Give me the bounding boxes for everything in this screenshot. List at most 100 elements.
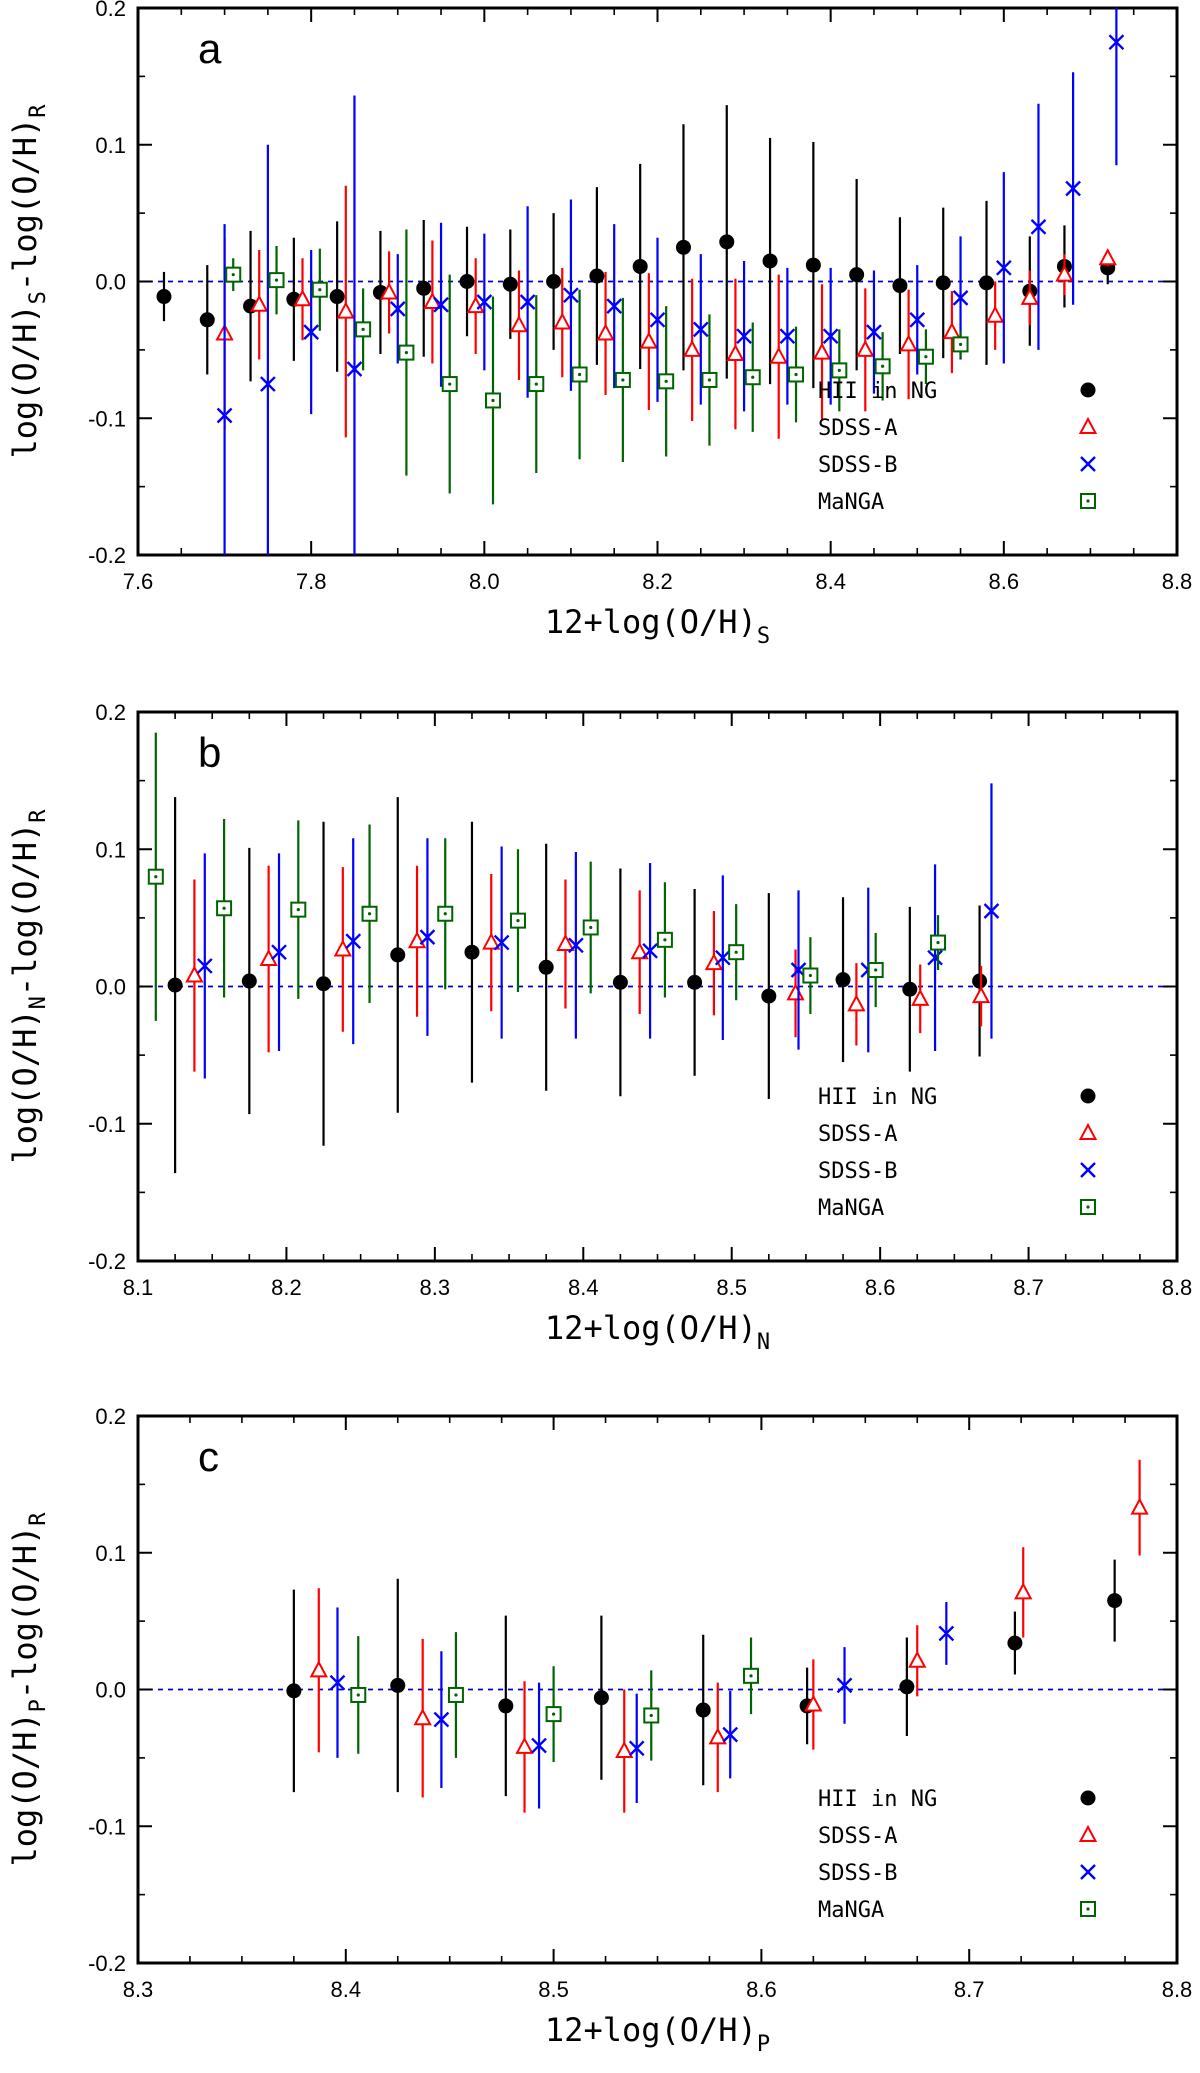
data-point-sdss-b	[563, 287, 579, 304]
x-tick-label: 8.7	[1013, 1275, 1044, 1300]
legend-label-manga: MaNGA	[818, 1196, 884, 1221]
series-sdss-a	[309, 1459, 1149, 1813]
data-point-sdss-a	[509, 315, 529, 333]
y-tick-label: 0.0	[95, 270, 126, 295]
data-point-sdss-b	[909, 311, 926, 328]
data-point-sdss-b	[736, 328, 752, 345]
data-point-sdss-b	[303, 324, 320, 340]
y-axis-label-sub: R	[26, 1512, 51, 1526]
data-point-hii-in-ng	[329, 289, 345, 305]
data-point-manga-dot	[443, 912, 447, 916]
panel-a: 7.6 7.8 8.0 8.2 8.4 8.6 8.8 -0.2 -0.1 0.0 0.1 0.2 a 1…	[6, 0, 1192, 649]
x-tick-label: 8.2	[271, 1275, 302, 1300]
data-point-sdss-a	[1014, 1582, 1033, 1600]
data-point-sdss-b	[476, 294, 493, 310]
y-axis-label-part: -log(O/H)	[6, 1526, 44, 1699]
data-point-sdss-b	[433, 1711, 450, 1728]
data-layer	[147, 732, 1000, 1174]
data-point-hii-in-ng	[849, 267, 865, 283]
y-axis-label: log(O/H)S-log(O/H)R	[6, 104, 51, 459]
x-tick-label: 8.5	[538, 1977, 569, 2002]
data-point-sdss-a	[1055, 264, 1074, 282]
data-point-hii-in-ng	[593, 1690, 609, 1706]
legend-marker-sdss-a	[1078, 416, 1098, 434]
series-manga	[147, 732, 947, 1021]
x-axis-label-sub: S	[757, 624, 770, 649]
legend-marker-manga-dot	[1086, 1205, 1090, 1209]
data-point-manga-dot	[154, 875, 158, 879]
data-point-hii-in-ng	[546, 274, 562, 289]
y-axis-label-part: -log(O/H)	[6, 118, 44, 291]
x-tick-label: 8.8	[1162, 569, 1193, 594]
data-point-sdss-a	[682, 339, 702, 357]
data-point-manga-dot	[589, 925, 593, 930]
data-point-manga-dot	[361, 327, 365, 331]
data-point-hii-in-ng	[538, 959, 554, 975]
data-point-hii-in-ng	[464, 944, 480, 960]
legend-label-sdss-b: SDSS-B	[818, 1159, 897, 1184]
data-point-manga-dot	[734, 950, 738, 954]
x-axis-label-main: 12+log(O/H)	[545, 2011, 757, 2049]
y-axis-label-sub: P	[26, 1699, 51, 1712]
legend-marker-sdss-b	[1080, 456, 1096, 472]
data-point-sdss-a	[856, 339, 875, 357]
data-point-sdss-b	[779, 328, 796, 345]
data-point-sdss-b	[519, 294, 536, 310]
data-layer	[156, 8, 1125, 555]
panel-letter: b	[198, 729, 221, 776]
data-point-manga-dot	[448, 382, 452, 386]
data-point-sdss-b	[433, 296, 449, 313]
data-point-sdss-a	[185, 965, 204, 983]
legend-label-sdss-b: SDSS-B	[818, 1861, 897, 1886]
data-point-sdss-a	[336, 301, 355, 319]
legend-marker-sdss-b	[1080, 1864, 1096, 1880]
data-point-manga-dot	[749, 1674, 753, 1678]
data-point-manga-dot	[837, 368, 841, 372]
legend-marker-hii-in-ng	[1080, 1088, 1096, 1104]
x-axis-label: 12+log(O/H)N	[545, 1309, 770, 1355]
data-point-sdss-b	[568, 937, 584, 954]
data-point-manga-dot	[794, 372, 798, 377]
y-tick-label: -0.2	[88, 543, 126, 568]
y-tick-label: -0.1	[88, 1814, 126, 1839]
data-point-sdss-a	[804, 1694, 823, 1712]
y-tick-label: 0.0	[95, 1678, 126, 1703]
x-tick-label: 7.6	[123, 569, 154, 594]
legend-label-sdss-b: SDSS-B	[818, 453, 897, 478]
data-point-sdss-a	[309, 1660, 328, 1678]
x-tick-label: 7.8	[296, 569, 327, 594]
data-point-hii-in-ng	[241, 973, 257, 989]
data-point-manga-dot	[936, 940, 940, 945]
data-point-hii-in-ng	[835, 972, 851, 988]
data-point-sdss-a	[908, 1650, 927, 1668]
x-tick-label: 8.3	[123, 1977, 154, 2002]
data-point-manga-dot	[491, 398, 495, 403]
y-tick-label: 0.2	[95, 1404, 126, 1429]
data-point-hii-in-ng	[459, 274, 475, 289]
data-point-manga-dot	[924, 355, 928, 359]
y-axis-label-part: log(O/H)	[6, 1712, 44, 1866]
data-point-hii-in-ng	[199, 312, 215, 328]
data-point-hii-in-ng	[589, 268, 605, 284]
x-axis-label-sub: N	[757, 1330, 770, 1355]
x-tick-label: 8.3	[420, 1275, 451, 1300]
data-point-hii-in-ng	[632, 258, 648, 274]
data-point-hii-in-ng	[502, 276, 518, 292]
data-point-sdss-a	[639, 331, 659, 349]
data-point-sdss-a	[596, 323, 615, 341]
x-tick-label: 8.8	[1162, 1977, 1193, 2002]
data-point-sdss-b	[389, 301, 406, 317]
data-point-sdss-b	[952, 290, 969, 306]
data-point-sdss-b	[329, 1674, 346, 1691]
series-sdss-b	[216, 8, 1125, 555]
series-sdss-b	[196, 783, 1000, 1079]
data-point-manga-dot	[516, 919, 520, 923]
data-point-sdss-b	[866, 324, 882, 340]
data-point-sdss-b	[1108, 34, 1125, 51]
y-axis-label-part: log(O/H)	[6, 1009, 44, 1163]
data-point-sdss-b	[531, 1737, 547, 1754]
data-point-hii-in-ng	[156, 289, 172, 305]
legend-label-hii-in-ng: HII in NG	[818, 1787, 937, 1812]
data-point-sdss-b	[649, 311, 666, 328]
